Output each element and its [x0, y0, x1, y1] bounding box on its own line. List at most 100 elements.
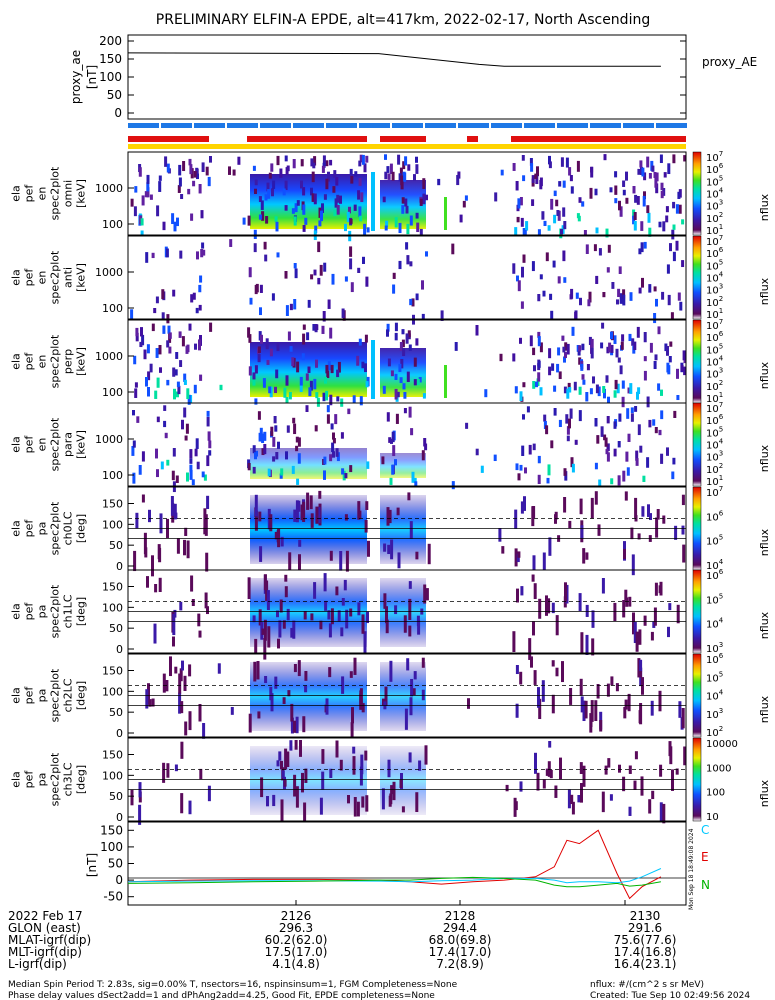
spectrogram-pixel [580, 783, 583, 803]
spectrogram-pixel [638, 248, 642, 255]
spectrogram-pixel [365, 155, 369, 163]
spectrogram-pixel [313, 269, 317, 276]
spectrogram-pixel [389, 660, 393, 682]
spectrogram-pixel [627, 693, 631, 712]
spectrogram-pixel [628, 806, 632, 816]
spectrogram-pixel [391, 464, 395, 475]
spectrogram-pixel [530, 656, 533, 668]
spectrogram-pixel [266, 182, 270, 192]
spectrogram-pixel [517, 551, 521, 558]
spectrogram-pixel [630, 527, 634, 540]
spectrogram-pixel [206, 410, 210, 417]
spectrogram-pixel [276, 342, 280, 352]
spectrogram-pixel [404, 156, 408, 166]
spectrogram-pixel [327, 171, 330, 182]
spectrogram-pixel [329, 454, 333, 462]
colorbar [692, 486, 702, 571]
spectrogram-pixel [604, 765, 608, 775]
field-series-N [127, 876, 661, 888]
spectrogram-pixel [339, 551, 343, 571]
spectrogram-pixel [365, 501, 369, 510]
spectrogram-pixel [425, 588, 429, 601]
pitch-angle-spectrogram-panel: 150 100 50 0 ela pef pa spec2plot ch0LC [deg] 107 1… [10, 485, 771, 577]
spectrogram-pixel [321, 325, 325, 334]
spectrogram-pixel [563, 221, 567, 230]
spectrogram-pixel [363, 223, 367, 235]
spectrogram-pixel [413, 357, 417, 367]
spectrogram-pixel [532, 555, 536, 570]
flux-streak [371, 172, 375, 231]
spectrogram-pixel [172, 636, 175, 647]
spectrogram-pixel [254, 510, 258, 531]
spectrogram-pixel [148, 509, 151, 523]
spectrogram-pixel [564, 342, 568, 351]
spectrogram-pixel [276, 252, 280, 258]
spectrogram-pixel [342, 470, 346, 481]
spectrogram-pixel [349, 168, 353, 175]
spectrogram-pixel [291, 465, 295, 474]
spectrogram-pixel [312, 324, 316, 331]
spectrogram-pixel [267, 189, 271, 199]
spectrogram-pixel [349, 246, 353, 257]
spectrogram-pixel [164, 432, 168, 439]
spectrogram-pixel [596, 684, 600, 699]
spectrogram-pixel [519, 671, 523, 685]
panel-ylabel-line: ela [10, 269, 23, 286]
spectrogram-pixel [681, 260, 685, 268]
spectrogram-pixel [667, 163, 671, 175]
spectrogram-pixel [322, 392, 326, 402]
spectrogram-pixel [283, 779, 287, 787]
spectrogram-pixel [352, 746, 356, 754]
spectrogram-pixel [632, 209, 636, 219]
spectrogram-pixel [419, 228, 423, 235]
spectrogram-pixel [180, 194, 184, 200]
spectrogram-pixel [313, 156, 317, 166]
spectrogram-pixel [253, 661, 257, 682]
spectrogram-pixel [401, 806, 405, 813]
spectrogram-pixel [349, 465, 353, 473]
spectrogram-pixel [537, 229, 541, 235]
spectrogram-pixel [416, 378, 420, 386]
spectrogram-pixel [387, 173, 391, 180]
spectrogram-pixel [191, 479, 195, 486]
spectrogram-pixel [648, 227, 652, 237]
spin-bar-segment [392, 123, 423, 128]
spectrogram-pixel [310, 613, 314, 621]
spectrogram-pixel [637, 424, 641, 436]
spectrogram-pixel [607, 396, 610, 404]
spectrogram-pixel [272, 180, 276, 189]
spectrogram-pixel [622, 600, 626, 618]
spectrogram-pixel [682, 544, 686, 563]
panel-ylabel-line: en [36, 438, 49, 452]
spectrogram-pixel [652, 419, 656, 426]
spectrogram-pixel [271, 188, 274, 197]
spectrogram-pixel [411, 471, 415, 483]
spectrogram-pixel [642, 195, 646, 207]
spectrogram-pixel [157, 544, 161, 560]
spectrogram-pixel [672, 201, 676, 209]
spectrogram-pixel [329, 327, 333, 339]
spectrogram-pixel [381, 456, 385, 465]
spectrogram-pixel [625, 171, 628, 181]
spectrogram-pixel [298, 539, 302, 547]
spectrogram-pixel [535, 381, 538, 388]
spectrogram-pixel [253, 229, 257, 240]
panel-tick-label: 0 [116, 727, 123, 740]
spectrogram-pixel [624, 699, 628, 710]
spectrogram-pixel [585, 244, 589, 254]
spectrogram-pixel [296, 200, 300, 206]
colorbar-tick-label: 106 [706, 568, 724, 582]
spectrogram-pixel [336, 369, 340, 378]
spectrogram-pixel [166, 340, 170, 348]
spin-bar-segment [194, 123, 225, 128]
spectrogram-pixel [395, 413, 399, 424]
spectrogram-pixel [132, 440, 136, 448]
spectrogram-pixel [406, 371, 410, 383]
spectrogram-pixel [547, 598, 551, 614]
colorbar-tick-label: 105 [706, 592, 723, 606]
spectrogram-pixel [209, 156, 212, 163]
spectrogram-pixel [314, 225, 318, 234]
spectrogram-pixel [203, 474, 207, 481]
spectrogram-pixel [171, 213, 175, 225]
spectrogram-pixel [678, 701, 682, 718]
